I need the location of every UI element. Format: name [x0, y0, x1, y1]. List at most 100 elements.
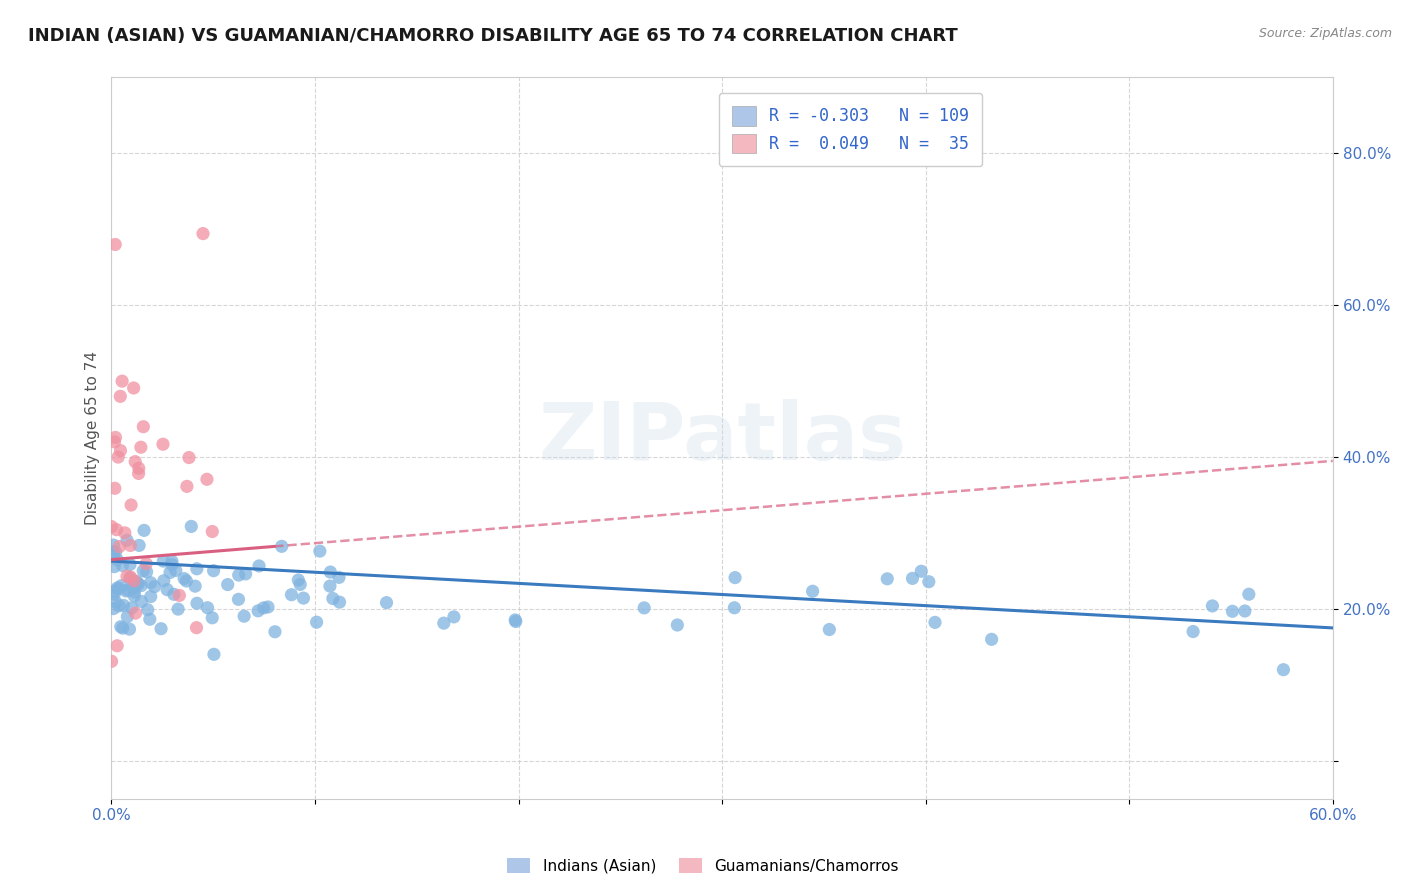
Point — [110, 443, 132, 458]
Point — [505, 615, 527, 629]
Point — [100, 654, 122, 668]
Point — [150, 622, 173, 636]
Point — [724, 571, 747, 585]
Point — [135, 565, 157, 579]
Point — [329, 595, 352, 609]
Point — [107, 581, 129, 595]
Point — [103, 587, 125, 601]
Point — [167, 602, 190, 616]
Point — [120, 570, 142, 584]
Point — [121, 600, 143, 615]
Point — [103, 434, 125, 449]
Point — [980, 632, 1002, 647]
Point — [117, 582, 139, 597]
Point — [136, 603, 159, 617]
Point — [252, 600, 274, 615]
Point — [129, 440, 152, 454]
Point — [159, 566, 181, 580]
Point — [924, 615, 946, 630]
Point — [1272, 663, 1295, 677]
Point — [290, 577, 312, 591]
Point — [176, 574, 198, 588]
Point — [305, 615, 328, 630]
Point — [217, 577, 239, 591]
Point — [666, 618, 689, 632]
Point — [104, 481, 127, 495]
Point — [132, 564, 155, 578]
Point — [228, 592, 250, 607]
Point — [319, 579, 342, 593]
Point — [103, 538, 125, 552]
Point — [176, 479, 198, 493]
Point — [270, 539, 292, 553]
Point — [104, 545, 127, 559]
Point — [165, 563, 187, 577]
Point — [129, 578, 152, 592]
Point — [111, 621, 134, 635]
Point — [818, 623, 841, 637]
Y-axis label: Disability Age 65 to 74: Disability Age 65 to 74 — [86, 351, 100, 525]
Point — [100, 519, 122, 533]
Point — [247, 604, 270, 618]
Point — [107, 582, 129, 596]
Point — [287, 573, 309, 587]
Point — [124, 606, 146, 620]
Point — [108, 540, 131, 554]
Point — [169, 589, 191, 603]
Point — [201, 611, 224, 625]
Point — [197, 600, 219, 615]
Point — [152, 554, 174, 568]
Point — [433, 616, 456, 631]
Point — [124, 585, 146, 599]
Point — [876, 572, 898, 586]
Point — [107, 450, 129, 464]
Point — [202, 564, 225, 578]
Point — [127, 576, 149, 591]
Point — [122, 589, 145, 603]
Point — [202, 648, 225, 662]
Point — [105, 523, 128, 537]
Point — [322, 591, 344, 606]
Point — [139, 612, 162, 626]
Point — [160, 558, 183, 572]
Point — [103, 546, 125, 560]
Point — [901, 571, 924, 585]
Point — [180, 519, 202, 533]
Point — [163, 587, 186, 601]
Point — [120, 539, 142, 553]
Point — [308, 544, 330, 558]
Point — [292, 591, 315, 606]
Point — [132, 524, 155, 538]
Point — [103, 601, 125, 615]
Point — [918, 574, 941, 589]
Point — [264, 624, 287, 639]
Point — [122, 574, 145, 588]
Point — [128, 467, 150, 481]
Point — [319, 565, 342, 579]
Point — [139, 575, 162, 590]
Point — [110, 389, 132, 403]
Point — [104, 595, 127, 609]
Point — [120, 498, 142, 512]
Point — [1201, 599, 1223, 613]
Point — [122, 381, 145, 395]
Point — [128, 538, 150, 552]
Point — [128, 461, 150, 475]
Point — [124, 578, 146, 592]
Point — [633, 600, 655, 615]
Point — [115, 569, 138, 583]
Point — [1237, 587, 1260, 601]
Point — [135, 557, 157, 571]
Point — [235, 566, 257, 581]
Point — [124, 455, 146, 469]
Point — [191, 227, 214, 241]
Point — [186, 562, 208, 576]
Point — [152, 437, 174, 451]
Point — [105, 639, 128, 653]
Point — [1222, 604, 1244, 618]
Point — [375, 596, 398, 610]
Point — [195, 472, 218, 486]
Point — [103, 584, 125, 599]
Point — [184, 579, 207, 593]
Point — [103, 559, 125, 574]
